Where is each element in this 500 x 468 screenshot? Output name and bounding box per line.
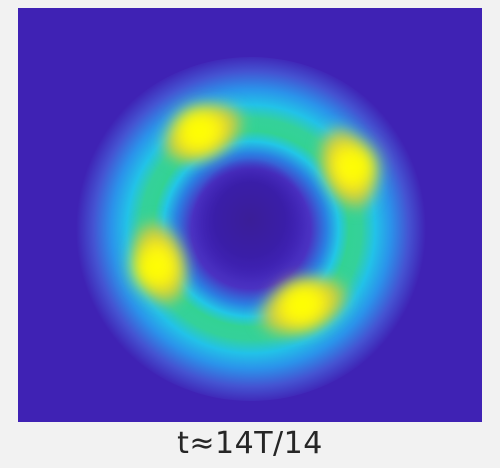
density-hole [192, 158, 308, 282]
peak-left [135, 249, 173, 287]
figure-caption: t≈14T/14 [177, 426, 323, 461]
ring-density-plot [18, 8, 482, 422]
density-image [18, 8, 482, 422]
peak-bottom [282, 284, 322, 324]
density-peaks [135, 110, 375, 324]
peak-right [337, 147, 375, 185]
peak-top [178, 110, 218, 150]
